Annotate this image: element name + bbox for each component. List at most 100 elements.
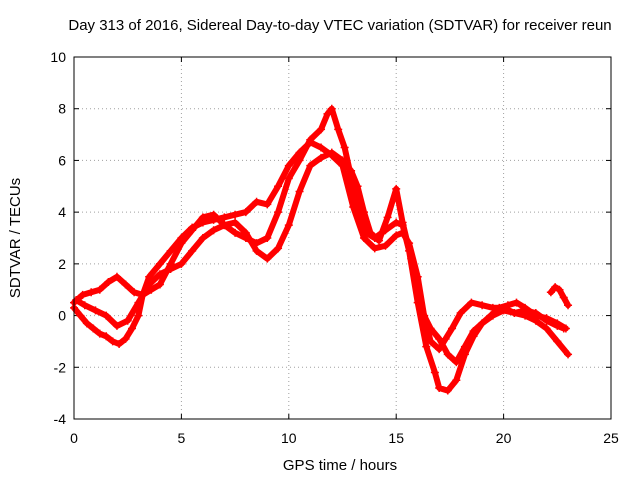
data-point-marker [134, 311, 143, 320]
data-point-marker [334, 125, 343, 134]
data-point-marker [209, 226, 218, 235]
data-point-marker [231, 228, 240, 237]
data-point-marker [460, 342, 469, 351]
chart-title: Day 313 of 2016, Sidereal Day-to-day VTE… [68, 17, 611, 34]
data-point-marker [145, 280, 154, 289]
data-point-marker [188, 246, 197, 255]
y-tick-label: -4 [54, 411, 67, 427]
x-tick-label: 10 [281, 430, 297, 446]
data-point-marker [443, 386, 452, 395]
data-point-marker [542, 324, 551, 333]
data-point-marker [263, 254, 272, 263]
data-point-marker [231, 210, 240, 219]
data-point-marker [127, 324, 136, 333]
data-point-marker [112, 321, 121, 330]
data-point-marker [381, 241, 390, 250]
y-tick-label: 10 [50, 49, 66, 65]
data-point-marker [531, 311, 540, 320]
series-layer [70, 104, 573, 395]
x-tick-label: 5 [178, 430, 186, 446]
data-point-marker [102, 311, 111, 320]
data-point-marker [274, 182, 283, 191]
data-point-marker [177, 239, 186, 248]
data-point-marker [121, 334, 130, 343]
y-tick-label: 8 [58, 101, 66, 117]
data-point-marker [155, 259, 164, 268]
data-point-marker [398, 218, 407, 227]
data-point-marker [542, 314, 551, 323]
data-point-marker [359, 208, 368, 217]
data-point-marker [89, 324, 98, 333]
data-point-marker [284, 161, 293, 170]
data-point-marker [546, 288, 555, 297]
data-point-marker [177, 259, 186, 268]
data-point-marker [366, 228, 375, 237]
data-point-marker [551, 283, 560, 292]
data-point-marker [209, 210, 218, 219]
x-tick-label: 0 [70, 430, 78, 446]
data-point-marker [95, 329, 104, 338]
data-point-marker [231, 218, 240, 227]
data-point-marker [306, 135, 315, 144]
data-point-marker [355, 213, 364, 222]
data-point-marker [76, 311, 85, 320]
data-point-marker [375, 236, 384, 245]
data-point-marker [327, 104, 336, 113]
data-point-marker [241, 208, 250, 217]
data-point-marker [80, 301, 89, 310]
data-point-marker [340, 143, 349, 152]
data-point-marker [478, 301, 487, 310]
data-point-marker [359, 234, 368, 242]
data-point-marker [317, 125, 326, 134]
data-point-marker [112, 272, 121, 281]
data-point-marker [561, 324, 570, 333]
data-point-marker [72, 296, 81, 305]
data-point-marker [91, 306, 100, 315]
data-point-marker [82, 319, 91, 328]
data-point-marker [188, 226, 197, 235]
ticks-layer: 0 5 10 15 20 25 -4 -2 0 2 4 6 8 10 [50, 49, 619, 446]
data-point-marker [323, 109, 332, 118]
data-point-marker [555, 285, 564, 294]
x-axis-label: GPS time / hours [283, 457, 397, 474]
data-point-marker [353, 182, 362, 191]
data-point-marker [241, 228, 250, 237]
data-point-marker [448, 324, 457, 333]
data-point-marker [87, 288, 96, 297]
data-point-marker [467, 298, 476, 307]
y-tick-label: 4 [58, 204, 66, 220]
data-point-marker [383, 213, 392, 222]
data-point-marker [198, 213, 207, 222]
data-point-marker [166, 246, 175, 255]
data-point-marker [104, 277, 113, 286]
data-point-marker [155, 280, 164, 289]
data-point-marker [274, 244, 283, 253]
data-point-marker [134, 298, 143, 307]
data-point-marker [495, 303, 504, 312]
data-point-marker [78, 290, 87, 299]
data-point-marker [452, 358, 461, 367]
data-point-marker [263, 200, 272, 209]
data-point-marker [145, 272, 154, 281]
data-point-marker [220, 221, 229, 230]
plot-frame [73, 56, 612, 420]
data-point-marker [121, 280, 130, 289]
data-point-marker [102, 332, 111, 341]
data-point-marker [327, 148, 336, 157]
x-tick-label: 15 [388, 430, 404, 446]
data-point-marker [123, 316, 132, 325]
data-point-marker [252, 197, 261, 206]
data-point-marker [115, 340, 124, 349]
data-point-marker [317, 143, 326, 152]
data-point-marker [274, 208, 283, 217]
data-point-marker [478, 319, 487, 328]
data-point-marker [284, 221, 293, 230]
data-point-marker [392, 231, 401, 240]
data-point-marker [108, 337, 117, 346]
data-point-marker [521, 303, 530, 312]
data-point-marker [155, 270, 164, 279]
data-point-marker [553, 337, 562, 346]
data-point-marker [338, 156, 347, 165]
